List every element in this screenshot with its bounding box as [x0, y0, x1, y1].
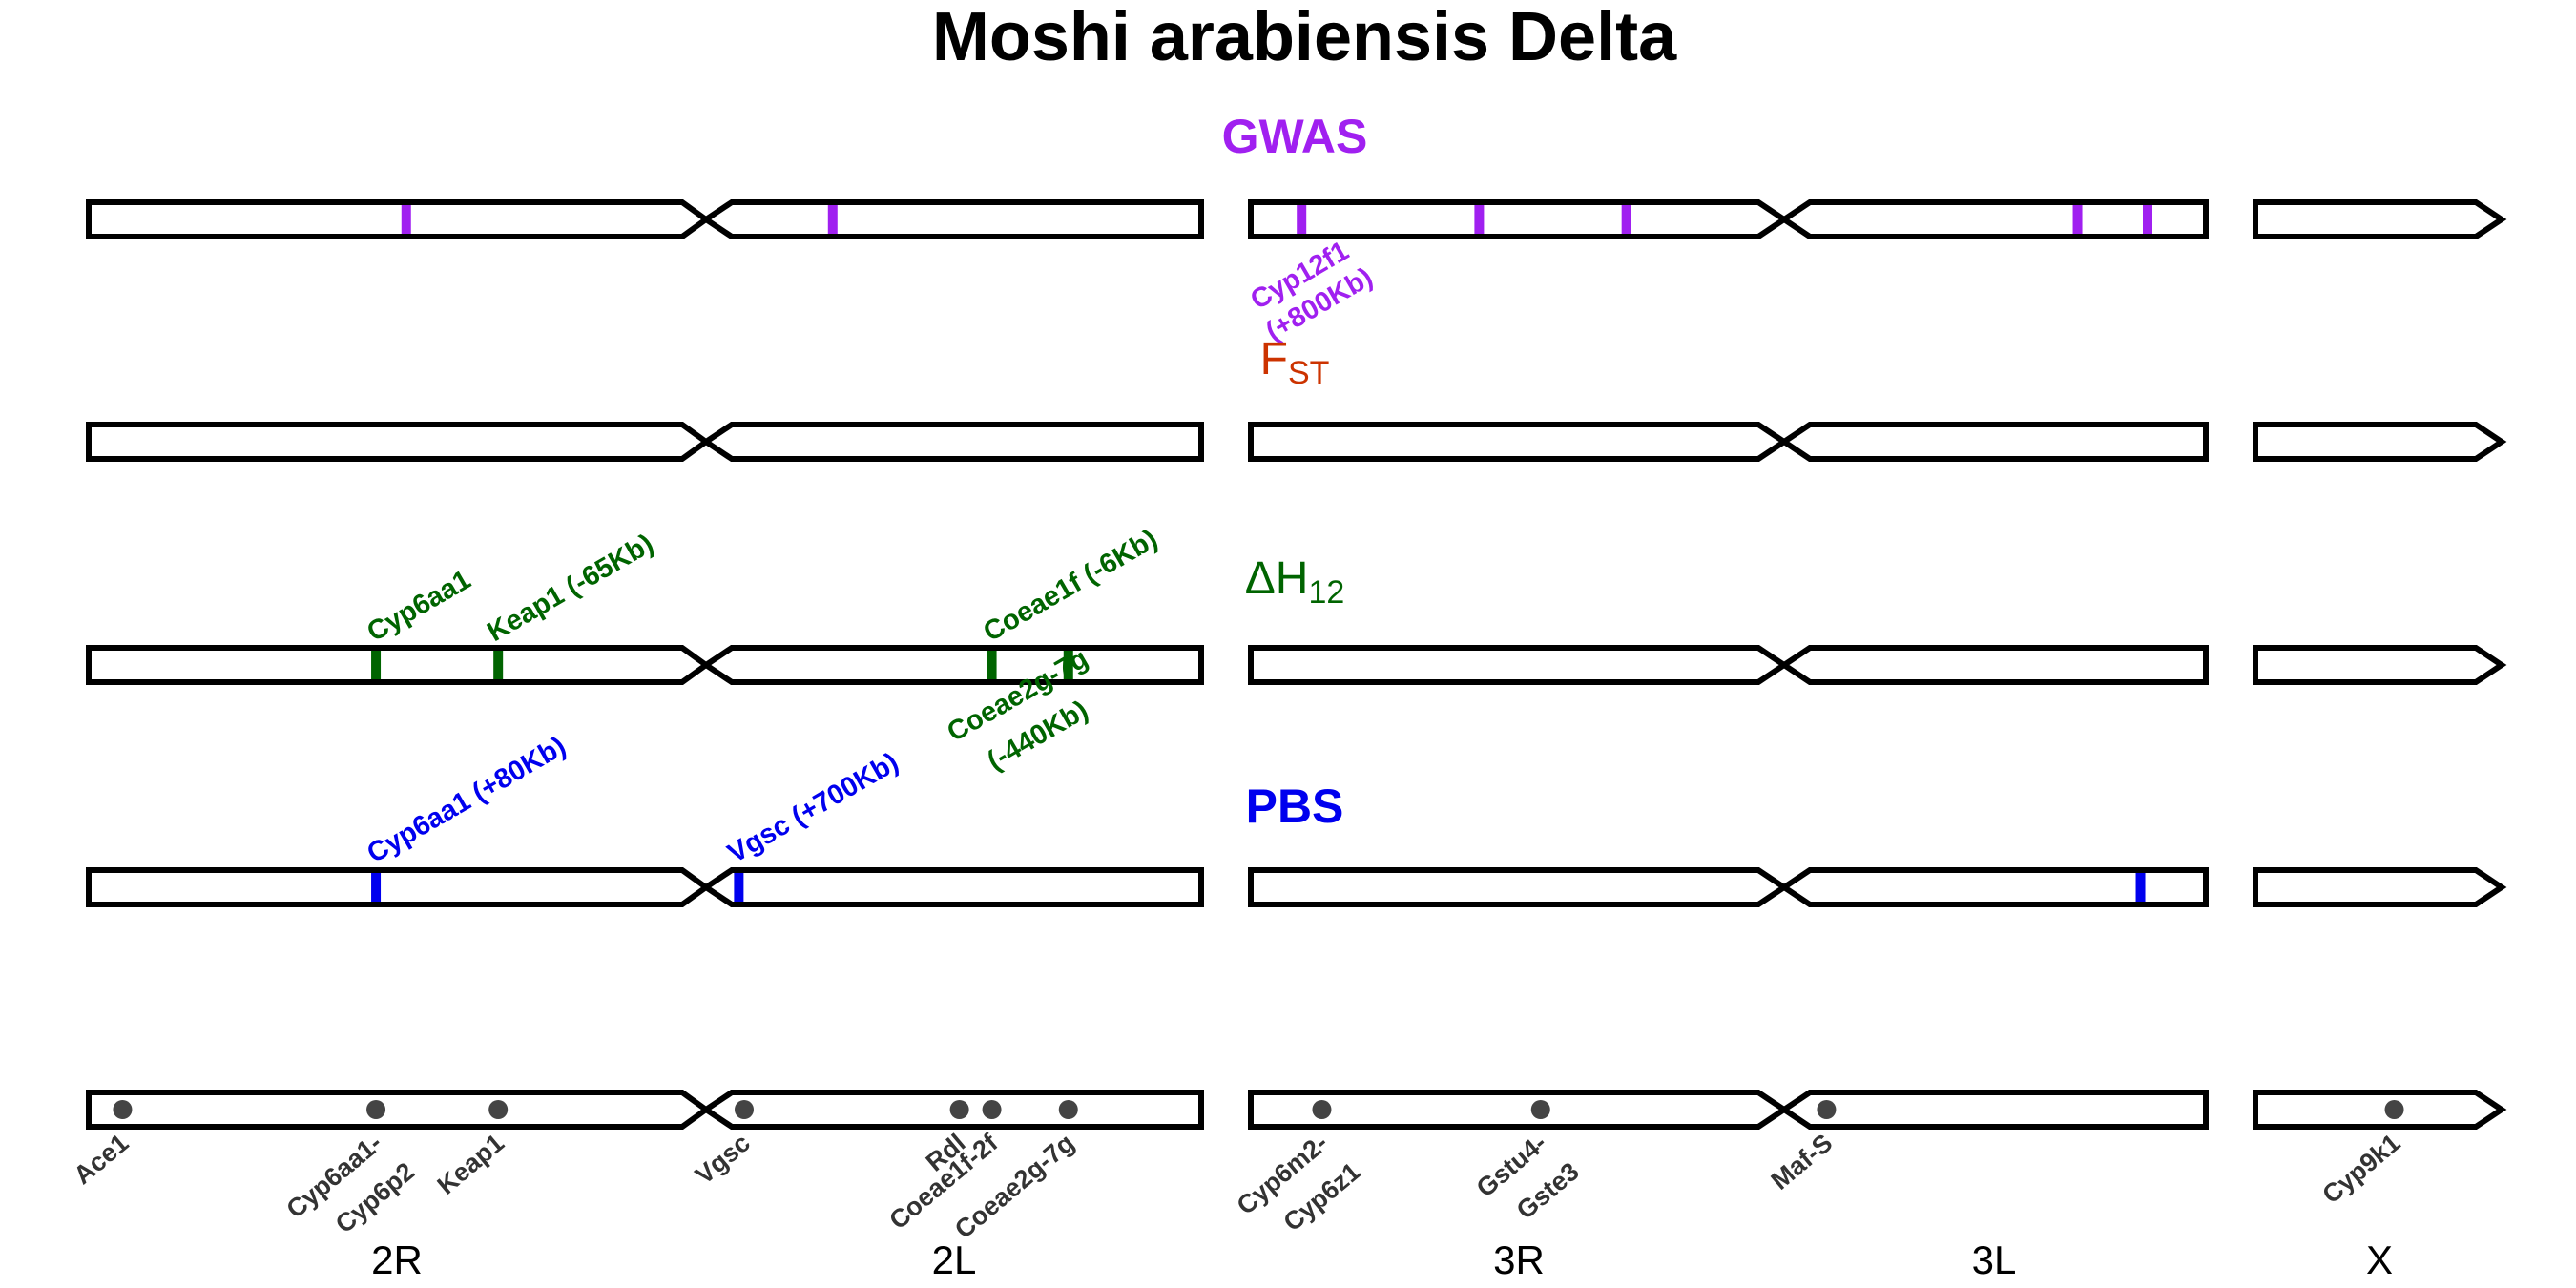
track-fst: FST — [86, 334, 2507, 462]
gwas-signal-marker — [1621, 205, 1631, 234]
locus-dot — [1817, 1100, 1837, 1119]
arm-label-2l: 2L — [932, 1237, 977, 1282]
pbs-signal-marker — [371, 873, 382, 902]
locus-label: Maf-S — [1766, 1129, 1839, 1195]
h12-annotation: Keap1 (-65Kb) — [483, 529, 659, 648]
h12-chromosome-outline — [86, 645, 2507, 685]
locus-label: Keap1 — [432, 1129, 509, 1200]
pbs-annotation: Vgsc (+700Kb) — [723, 747, 904, 869]
h12-label-text: H — [1276, 553, 1309, 604]
locus-dot — [1058, 1100, 1078, 1119]
fst-label-subscript: ST — [1288, 355, 1329, 391]
gwas-signal-marker — [2072, 205, 2083, 234]
locus-dot — [982, 1100, 1002, 1119]
locus-dot — [366, 1100, 386, 1119]
pbs-signal-marker — [734, 873, 744, 902]
loci-chromosome-outline — [86, 1090, 2507, 1130]
locus-dot — [949, 1100, 969, 1119]
figure-title: Moshi arabiensis Delta — [932, 0, 1677, 75]
fst-label-text: F — [1260, 334, 1288, 384]
pbs-annotation: Cyp6aa1 (+80Kb) — [363, 731, 571, 869]
gwas-signal-marker — [2142, 205, 2152, 234]
locus-dot — [1312, 1100, 1332, 1119]
h12-signal-marker — [987, 651, 997, 679]
arm-labels-layer: 2R 2L 3R 3L X — [371, 1237, 2393, 1282]
pbs-chromosome-outline — [86, 867, 2507, 907]
h12-track-label: ΔH12 — [1245, 553, 1345, 611]
track-pbs: PBS Cyp6aa1 (+80Kb) Vgsc (+700Kb) — [86, 731, 2507, 907]
h12-annotation: Coeae1f (-6Kb) — [979, 524, 1163, 648]
fst-chromosome-outline — [86, 422, 2507, 462]
gwas-track-label: GWAS — [1222, 110, 1368, 163]
gwas-chromosome-outline — [86, 199, 2507, 239]
gwas-label-text: GWAS — [1222, 110, 1368, 163]
pbs-label-text: PBS — [1246, 779, 1344, 833]
fst-track-label: FST — [1260, 334, 1330, 391]
h12-signal-marker — [493, 651, 504, 679]
gwas-signal-marker — [401, 205, 411, 234]
gwas-signal-marker — [1297, 205, 1307, 234]
locus-label: Ace1 — [69, 1129, 135, 1190]
h12-label-subscript: 12 — [1308, 574, 1344, 611]
arm-label-2r: 2R — [371, 1237, 423, 1282]
gwas-signal-marker — [1474, 205, 1485, 234]
locus-dot — [735, 1100, 754, 1119]
h12-annotation: Cyp6aa1 — [363, 565, 476, 648]
locus-label: Vgsc — [690, 1129, 756, 1190]
h12-signal-marker — [1063, 651, 1073, 679]
loci-layer: Ace1 Cyp6aa1-Cyp6p2 Keap1 Vgsc RdlCoeae1f-2f… — [69, 1090, 2507, 1244]
locus-label: Cyp9k1 — [2317, 1129, 2406, 1210]
h12-label-prefix: Δ — [1245, 553, 1276, 604]
arm-label-3r: 3R — [1493, 1237, 1545, 1282]
arm-label-3l: 3L — [1972, 1237, 2017, 1282]
locus-dot — [2384, 1100, 2404, 1119]
locus-dot — [488, 1100, 509, 1119]
locus-dot — [113, 1100, 133, 1119]
locus-dot — [1530, 1100, 1550, 1119]
gwas-signal-marker — [827, 205, 838, 234]
arm-label-x: X — [2366, 1237, 2393, 1282]
pbs-signal-marker — [2135, 873, 2146, 902]
h12-signal-marker — [371, 651, 382, 679]
pbs-track-label: PBS — [1246, 779, 1344, 833]
